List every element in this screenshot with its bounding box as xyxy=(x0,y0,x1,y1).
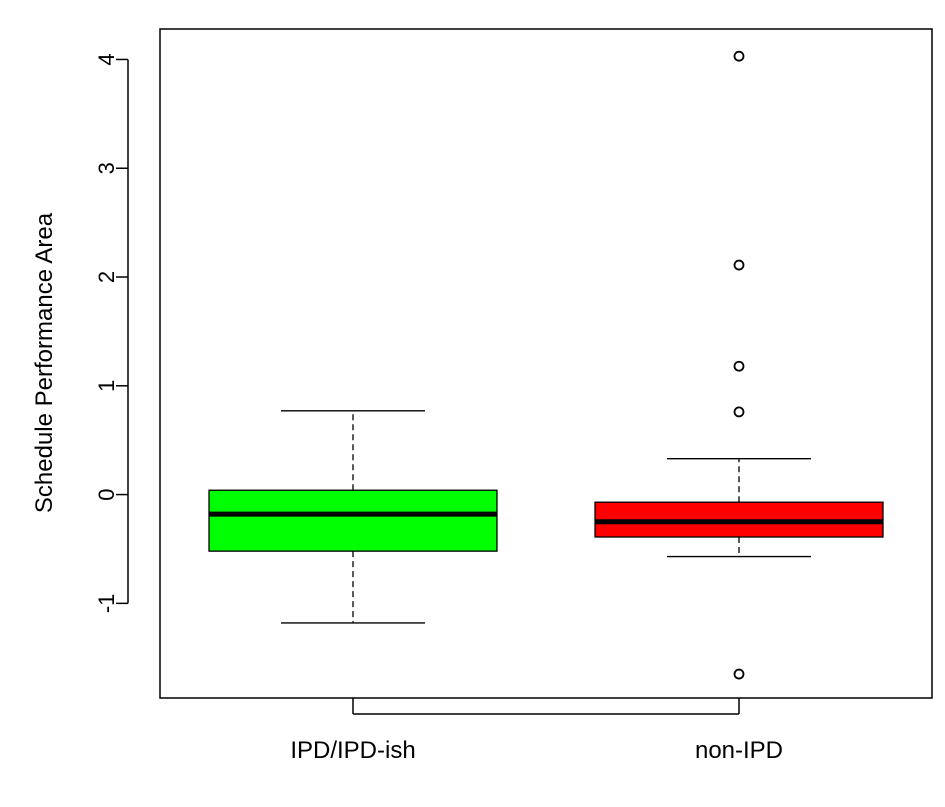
outlier-point xyxy=(733,50,745,62)
y-tick-label: 4 xyxy=(94,53,119,65)
y-tick-label: 0 xyxy=(94,488,119,500)
plot-frame xyxy=(159,28,933,699)
outlier-point xyxy=(733,360,745,372)
x-tick-label: IPD/IPD-ish xyxy=(290,737,415,764)
box-group xyxy=(208,410,498,624)
y-axis-label: Schedule Performance Area xyxy=(31,212,58,513)
x-tick-label: non-IPD xyxy=(695,737,783,764)
y-tick-label: 3 xyxy=(94,162,119,174)
y-tick-label: -1 xyxy=(94,594,119,614)
outlier-point xyxy=(733,668,745,680)
y-axis: -1 0 1 2 3 4 xyxy=(94,53,129,614)
box-group xyxy=(594,50,884,680)
y-tick-label: 2 xyxy=(94,271,119,283)
y-tick-label: 1 xyxy=(94,380,119,392)
outlier-point xyxy=(733,259,745,271)
x-axis: IPD/IPD-ish non-IPD xyxy=(290,698,783,764)
boxes xyxy=(208,50,884,680)
outlier-point xyxy=(733,406,745,418)
box-iqr xyxy=(208,489,498,552)
